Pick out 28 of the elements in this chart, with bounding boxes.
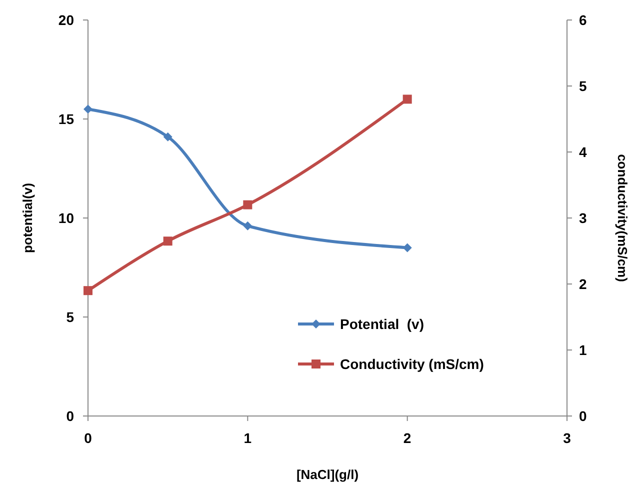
y2-axis-title: conductivity(mS/cm) bbox=[615, 154, 630, 282]
point bbox=[163, 236, 172, 246]
y-tick-label: 10 bbox=[58, 210, 74, 226]
legend-label: Potential (v) bbox=[340, 316, 424, 332]
y-axis-title: potential(v) bbox=[20, 182, 35, 254]
y2-tick-label: 1 bbox=[579, 342, 587, 358]
y2-tick-label: 3 bbox=[579, 210, 587, 226]
y2-tick-label: 2 bbox=[579, 276, 587, 292]
point bbox=[243, 221, 252, 230]
x-tick-label: 3 bbox=[563, 430, 572, 446]
point bbox=[402, 94, 412, 104]
x-axis-title: [NaCl](g/l) bbox=[296, 467, 359, 482]
y-tick-label: 0 bbox=[66, 408, 74, 424]
y2-tick-label: 0 bbox=[579, 408, 587, 424]
point bbox=[163, 132, 172, 142]
x-tick-label: 0 bbox=[84, 430, 92, 446]
x-tick-label: 1 bbox=[244, 430, 252, 446]
point bbox=[243, 200, 252, 210]
point bbox=[84, 286, 92, 296]
point bbox=[84, 104, 92, 114]
x-tick-label: 2 bbox=[403, 430, 412, 446]
y2-tick-label: 4 bbox=[579, 144, 587, 160]
y-tick-label: 15 bbox=[58, 111, 74, 127]
legend-label: Conductivity (mS/cm) bbox=[340, 356, 484, 372]
y-tick-label: 5 bbox=[66, 309, 74, 325]
y2-tick-label: 6 bbox=[579, 12, 587, 28]
y-tick-label: 20 bbox=[58, 12, 74, 28]
y2-tick-label: 5 bbox=[579, 78, 587, 94]
